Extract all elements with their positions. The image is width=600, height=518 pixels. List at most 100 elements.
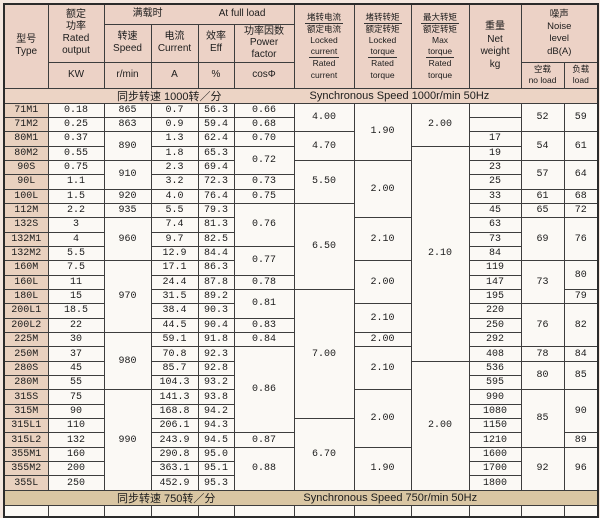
cell-noise-load: 72	[563, 202, 599, 219]
cell-eff: 92.3	[197, 346, 235, 362]
cell-current: 1.3	[150, 131, 199, 147]
cell-eff: 84.4	[197, 245, 235, 262]
cell-eff: 95.3	[197, 475, 235, 491]
noise-en2: level	[549, 33, 570, 45]
cell-eff: 94.3	[197, 418, 235, 434]
unit-cos-phi: cosΦ	[233, 61, 295, 89]
cell-weight: 990	[468, 389, 522, 405]
lc-en2: current	[308, 46, 340, 59]
cell-weight: 1210	[468, 432, 522, 448]
cell-eff: 81.3	[197, 217, 235, 233]
cell-current: 141.3	[150, 389, 199, 405]
cell-eff: 95.1	[197, 461, 235, 477]
cell-eff: 56.3	[197, 102, 235, 118]
cell-weight: 195	[468, 288, 522, 305]
cell-power-factor: 0.81	[233, 288, 295, 319]
cell-locked-torque-ratio: 2.00	[353, 389, 412, 448]
cell-weight: 23	[468, 159, 522, 176]
cell-current: 12.9	[150, 245, 199, 262]
table-row-250M: 250M 37 70.8 92.3 0.86 2.10 408 78 84	[3, 346, 599, 434]
cell-noise-load: 76	[563, 217, 599, 262]
cell-weight: 292	[468, 331, 522, 348]
lc-en4: current	[310, 69, 338, 80]
cell-current: 5.5	[150, 202, 199, 219]
table-row-180L: 180L 15 31.5 89.2 0.81 7.00 195 79	[3, 288, 599, 420]
cell-rated-kw: 110	[47, 418, 105, 434]
cell-type: 200L2	[3, 317, 49, 334]
cell-weight: 25	[468, 174, 522, 190]
cell-speed: 865	[103, 102, 152, 118]
cell-max-torque-ratio: 2.10	[410, 145, 470, 362]
cell-type: 225M	[3, 331, 49, 348]
cell-weight: 19	[468, 145, 522, 161]
weight-en2: weight	[480, 46, 510, 58]
cell-noise-load: 96	[563, 446, 599, 491]
lt-en3: Rated	[371, 58, 394, 69]
cell-eff: 79.3	[197, 202, 235, 219]
cell-empty	[233, 504, 295, 518]
cell-weight: 63	[468, 217, 522, 233]
cell-noise-load: 68	[563, 188, 599, 204]
cell-noise-no-load: 54	[520, 131, 565, 161]
cell-type: 315L2	[3, 432, 49, 448]
table-row-280S: 280S 45 85.7 92.8 2.00 536 80 85	[3, 360, 599, 491]
cell-locked-torque-ratio: 2.00	[353, 331, 412, 348]
cell-rated-kw: 37	[47, 346, 105, 362]
cell-eff: 59.4	[197, 116, 235, 133]
cell-rated-kw: 0.75	[47, 159, 105, 176]
cell-current: 206.1	[150, 418, 199, 434]
cell-power-factor: 0.83	[233, 317, 295, 334]
type-header-en: Type	[15, 46, 38, 58]
cell-weight: 1080	[468, 403, 522, 420]
cell-current: 4.0	[150, 188, 199, 204]
cell-type: 315M	[3, 403, 49, 420]
cell-rated-kw: 250	[47, 475, 105, 491]
sync-speed-band-750: 同步转速 750转／分 Synchronous Speed 750r/min 5…	[3, 489, 599, 506]
cell-speed: 970	[103, 260, 152, 333]
cell-weight: 45	[468, 202, 522, 219]
next-section-partial-row	[3, 504, 599, 518]
cell-type: 71M2	[3, 116, 49, 133]
cell-eff: 65.3	[197, 145, 235, 161]
cell-noise-load: 85	[563, 360, 599, 391]
eff-cn: 效率	[206, 30, 226, 42]
cell-eff: 93.2	[197, 375, 235, 391]
cell-locked-current-ratio: 5.50	[293, 159, 355, 204]
cell-current: 290.8	[150, 446, 199, 463]
cell-current: 85.7	[150, 360, 199, 377]
table-row-112M: 112M 2.2 935 5.5 79.3 0.76 6.50 45 65 72	[3, 202, 599, 290]
cell-locked-torque-ratio: 2.00	[353, 260, 412, 305]
cell-weight: 1150	[468, 418, 522, 434]
cell-noise-no-load: 69	[520, 217, 565, 262]
cell-max-torque-ratio: 2.00	[410, 102, 470, 147]
cell-current: 59.1	[150, 331, 199, 348]
table-row-100L: 100L 1.5 920 4.0 76.4 0.75 33 61 68	[3, 188, 599, 204]
cell-current: 2.3	[150, 159, 199, 176]
cell-noise-load: 64	[563, 159, 599, 190]
cell-eff: 62.4	[197, 131, 235, 147]
cell-eff: 86.3	[197, 260, 235, 276]
cell-empty	[103, 504, 152, 518]
weight-cn: 重量	[485, 21, 506, 33]
cell-eff: 94.5	[197, 432, 235, 448]
cell-noise-load: 80	[563, 260, 599, 290]
cell-locked-current-ratio: 6.70	[293, 418, 355, 491]
cell-weight: 1800	[468, 475, 522, 491]
cell-power-factor: 0.66	[233, 102, 295, 118]
pf-en1: Power	[249, 37, 279, 49]
pf-en2: factor	[251, 48, 277, 60]
cell-current: 104.3	[150, 375, 199, 391]
cell-noise-load: 61	[563, 131, 599, 161]
cell-empty	[410, 504, 470, 518]
cell-type: 132S	[3, 217, 49, 233]
cell-speed: 935	[103, 202, 152, 219]
cell-speed: 960	[103, 217, 152, 262]
cell-power-factor: 0.70	[233, 131, 295, 147]
cell-type: 80M1	[3, 131, 49, 147]
cell-current: 44.5	[150, 317, 199, 334]
mt-en3: Rated	[428, 58, 452, 69]
table-row-71M1: 71M1 0.18 865 0.7 56.3 0.66 4.00 1.90 2.00 52 59	[3, 102, 599, 161]
noise-cn: 噪声	[549, 8, 569, 20]
table-row-80M1: 80M1 0.37 890 1.3 62.4 0.70 4.70 17 54 61	[3, 131, 599, 161]
cell-rated-kw: 0.37	[47, 131, 105, 147]
